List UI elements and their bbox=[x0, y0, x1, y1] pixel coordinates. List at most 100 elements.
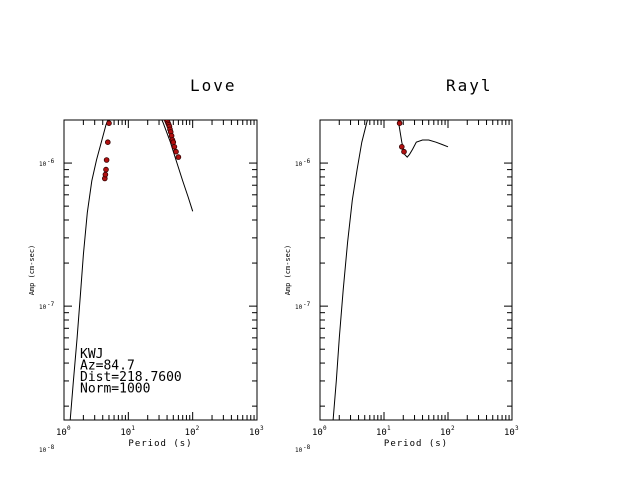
station-annotation: Az=84.7 bbox=[80, 359, 135, 374]
observed-amplitude-point bbox=[392, 99, 397, 104]
y-tick-label-exponent: -7 bbox=[47, 301, 55, 308]
panel-rayl: 10 0 10 1 10 2 10 310 -610 -710 -8 Period (s)Amp (c… bbox=[284, 76, 519, 454]
y-tick-label-exponent: -7 bbox=[303, 301, 311, 308]
observed-amplitude-point bbox=[161, 110, 166, 115]
observed-amplitude-point bbox=[175, 154, 182, 160]
x-axis-label: Period (s) bbox=[128, 439, 192, 449]
plot-area bbox=[69, 63, 194, 420]
observed-amplitude-point bbox=[161, 109, 166, 114]
x-tick-label: 10 bbox=[504, 428, 515, 438]
observed-amplitude-point bbox=[378, 83, 383, 88]
plot-area bbox=[332, 76, 449, 420]
x-tick-label-exponent: 1 bbox=[131, 425, 135, 432]
x-tick-label-exponent: 3 bbox=[260, 425, 264, 432]
observed-amplitude-point bbox=[106, 120, 112, 126]
observed-amplitude-point bbox=[154, 96, 159, 101]
panel-title: Love bbox=[190, 76, 237, 95]
observed-amplitude-point bbox=[156, 99, 161, 104]
y-tick-label: 10 bbox=[39, 447, 47, 454]
x-tick-label: 10 bbox=[376, 428, 387, 438]
plot-frame bbox=[319, 119, 513, 421]
observed-amplitude-point bbox=[380, 76, 385, 81]
station-annotation: KWJ bbox=[80, 347, 103, 362]
x-tick-label-exponent: 0 bbox=[323, 425, 327, 432]
y-axis-label: Amp (cm-sec) bbox=[284, 245, 292, 296]
observed-amplitude-point bbox=[102, 171, 109, 178]
observed-amplitude-point bbox=[116, 67, 121, 72]
observed-amplitude-point bbox=[103, 157, 110, 163]
y-tick-label: 10 bbox=[39, 161, 47, 168]
observed-amplitude-point bbox=[158, 104, 163, 109]
observed-amplitude-point bbox=[145, 82, 150, 87]
observed-amplitude-point bbox=[119, 63, 124, 68]
observed-amplitude-point bbox=[134, 66, 139, 71]
x-tick-label: 10 bbox=[249, 428, 260, 438]
observed-amplitude-point bbox=[381, 76, 386, 81]
observed-amplitude-point bbox=[109, 104, 114, 109]
observed-amplitude-point bbox=[129, 69, 134, 74]
observed-amplitude-point bbox=[151, 90, 156, 95]
x-tick-label-exponent: 2 bbox=[196, 425, 200, 432]
observed-amplitude-point bbox=[160, 107, 165, 112]
station-annotation: Dist=218.7600 bbox=[80, 370, 182, 385]
station-annotation: Norm=1000 bbox=[80, 382, 150, 397]
observed-amplitude-point bbox=[113, 76, 118, 81]
y-tick-label-exponent: -8 bbox=[47, 444, 55, 451]
predicted-amplitude-line bbox=[332, 120, 449, 420]
observed-amplitude-point bbox=[105, 139, 111, 146]
x-tick-label: 10 bbox=[56, 428, 67, 438]
observed-amplitude-point bbox=[140, 75, 145, 80]
x-tick-label-exponent: 1 bbox=[387, 425, 391, 432]
x-tick-label: 10 bbox=[440, 428, 451, 438]
observed-amplitude-point bbox=[157, 101, 162, 106]
panel-love: 10 0 10 1 10 2 10 310 -610 -710 -8 Period (s)Amp (c… bbox=[28, 63, 264, 454]
y-axis-label: Amp (cm-sec) bbox=[28, 245, 36, 296]
observed-amplitude-point bbox=[396, 106, 401, 111]
observed-amplitude-point bbox=[126, 67, 131, 72]
observed-amplitude-point bbox=[375, 99, 380, 104]
x-tick-label: 10 bbox=[185, 428, 196, 438]
observed-amplitude-point bbox=[170, 139, 177, 146]
observed-amplitude-point bbox=[173, 148, 179, 155]
x-axis-label: Period (s) bbox=[384, 439, 448, 449]
observed-amplitude-point bbox=[132, 68, 137, 73]
observed-amplitude-point bbox=[121, 65, 126, 70]
observed-amplitude-point bbox=[398, 144, 405, 150]
observed-amplitude-point bbox=[401, 148, 407, 155]
observed-amplitude-point bbox=[146, 83, 151, 88]
observed-amplitude-point bbox=[390, 101, 395, 106]
observed-amplitude-point bbox=[379, 78, 384, 83]
y-tick-label: 10 bbox=[295, 447, 303, 454]
observed-amplitude-point bbox=[387, 99, 392, 104]
y-tick-label-exponent: -6 bbox=[303, 158, 311, 165]
observed-amplitude-point bbox=[149, 87, 154, 92]
observed-amplitude-point bbox=[394, 104, 399, 109]
observed-amplitude-point bbox=[155, 97, 160, 102]
observed-amplitude-point bbox=[163, 115, 168, 120]
observed-amplitude-point bbox=[152, 92, 157, 97]
x-tick-label-exponent: 0 bbox=[67, 425, 71, 432]
observed-amplitude-point bbox=[147, 85, 152, 90]
observed-amplitude-point bbox=[136, 67, 141, 72]
y-tick-label: 10 bbox=[295, 161, 303, 168]
predicted-amplitude-line bbox=[69, 120, 194, 420]
observed-amplitude-point bbox=[162, 112, 167, 117]
observed-amplitude-point bbox=[142, 78, 147, 83]
y-tick-label-exponent: -8 bbox=[303, 444, 311, 451]
observed-amplitude-point bbox=[150, 88, 155, 93]
observed-amplitude-point bbox=[159, 105, 164, 110]
x-tick-label-exponent: 3 bbox=[515, 425, 519, 432]
y-tick-label: 10 bbox=[39, 304, 47, 311]
observed-amplitude-point bbox=[138, 72, 143, 77]
observed-amplitude-point bbox=[376, 90, 381, 95]
plot-frame bbox=[63, 119, 258, 421]
observed-amplitude-point bbox=[171, 144, 178, 150]
axis-ticks bbox=[319, 119, 513, 420]
x-tick-label: 10 bbox=[120, 428, 131, 438]
observed-amplitude-point bbox=[396, 120, 403, 126]
x-tick-label: 10 bbox=[312, 428, 323, 438]
observed-amplitude-point bbox=[124, 66, 129, 71]
observed-amplitude-point bbox=[143, 80, 148, 85]
observed-amplitude-point bbox=[382, 81, 387, 86]
